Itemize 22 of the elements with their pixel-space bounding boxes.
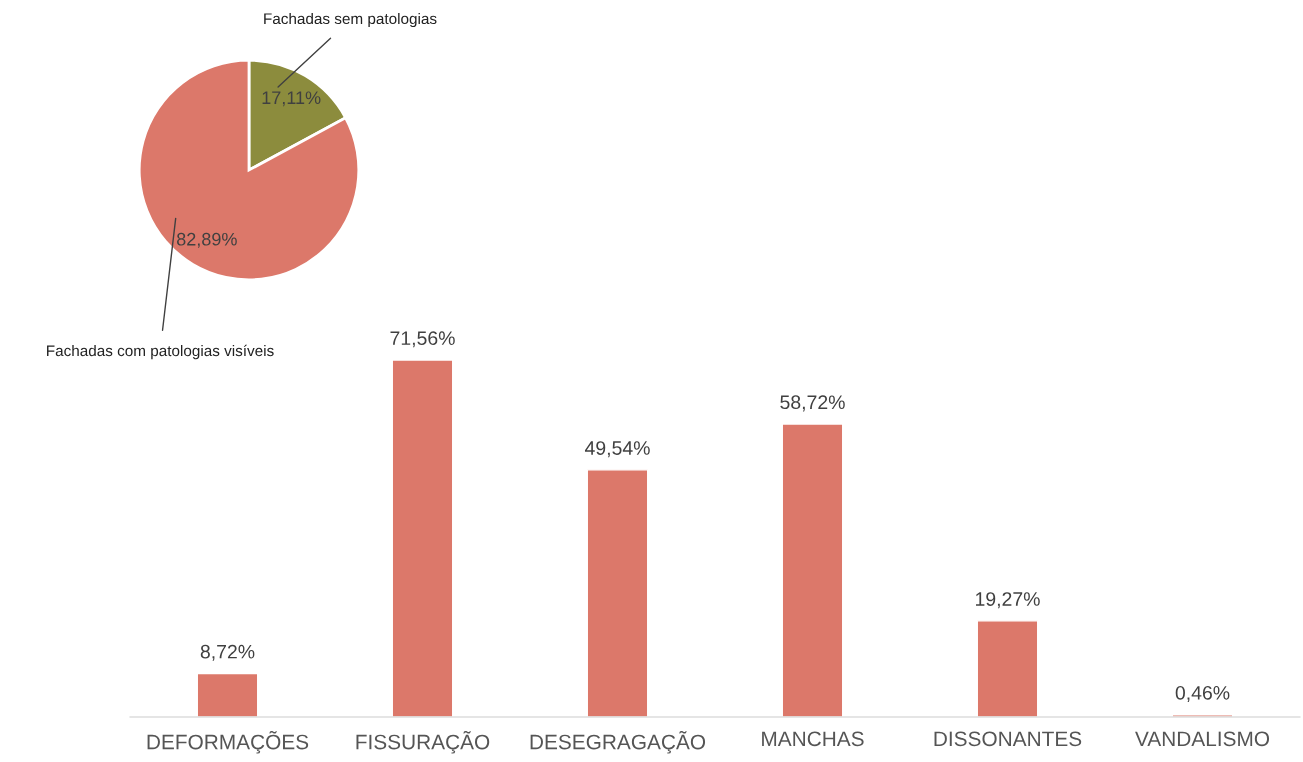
slice-label: Fachadas com patologias visíveis — [47, 344, 274, 360]
pie-slice — [137, 58, 361, 282]
bar — [781, 423, 844, 717]
x-tick-label: DISSONANTES — [934, 731, 1082, 747]
bar — [391, 360, 454, 717]
data-label: 17,11% — [262, 91, 321, 107]
slice-label: Fachadas sem patologias — [264, 12, 437, 28]
x-tick-label: DEFORMAÇÕES — [147, 730, 309, 754]
bar — [196, 672, 259, 717]
data-label: 82,89% — [177, 232, 237, 248]
bar — [586, 469, 649, 717]
x-tick-label: FISSURAÇÃO — [356, 730, 490, 754]
data-label: 19,27% — [976, 592, 1040, 609]
data-label: 0,46% — [1175, 685, 1230, 703]
x-tick-label: MANCHAS — [762, 731, 864, 747]
x-tick-label: DESEGRAGAÇÃO — [530, 730, 706, 754]
data-label: 71,56% — [390, 331, 455, 348]
data-label: 8,72% — [200, 644, 255, 661]
x-tick-label: VANDALISMO — [1135, 731, 1270, 747]
data-label: 49,54% — [584, 441, 650, 458]
bar — [976, 620, 1039, 717]
data-label: 58,72% — [780, 395, 845, 412]
